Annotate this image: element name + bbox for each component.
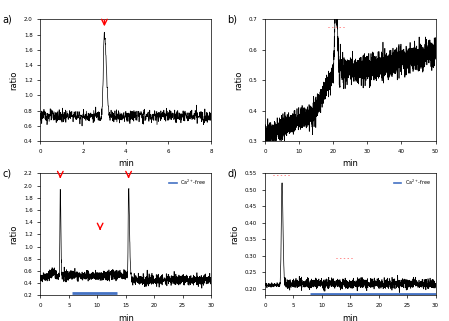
Text: a): a) [3, 14, 13, 24]
X-axis label: min: min [342, 160, 358, 169]
Text: - - - - -: - - - - - [336, 256, 353, 261]
Text: - - - - -: - - - - - [273, 173, 291, 178]
Legend: Ca$^{2+}$-free: Ca$^{2+}$-free [167, 176, 209, 189]
Text: - - - - -: - - - - - [328, 25, 345, 30]
Y-axis label: ratio: ratio [230, 225, 239, 244]
Text: d): d) [227, 168, 237, 178]
Legend: Ca$^{2+}$-free: Ca$^{2+}$-free [392, 176, 433, 189]
Y-axis label: ratio: ratio [234, 71, 243, 90]
Text: c): c) [3, 168, 12, 178]
X-axis label: min: min [342, 314, 358, 321]
Y-axis label: ratio: ratio [9, 225, 18, 244]
Y-axis label: ratio: ratio [9, 71, 18, 90]
X-axis label: min: min [118, 314, 134, 321]
X-axis label: min: min [118, 160, 134, 169]
Text: b): b) [227, 14, 238, 24]
